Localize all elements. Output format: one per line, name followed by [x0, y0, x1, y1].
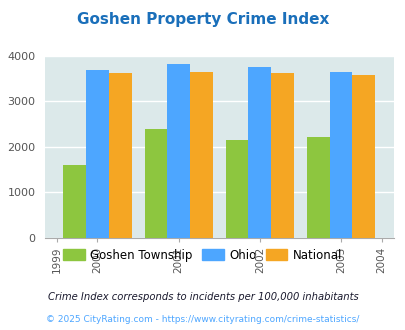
Bar [329, 72, 352, 238]
Bar [225, 140, 248, 238]
Bar [109, 73, 131, 238]
Text: © 2025 CityRating.com - https://www.cityrating.com/crime-statistics/: © 2025 CityRating.com - https://www.city… [46, 315, 359, 324]
Text: Crime Index corresponds to incidents per 100,000 inhabitants: Crime Index corresponds to incidents per… [47, 292, 358, 302]
Bar [271, 73, 293, 238]
Bar [352, 75, 374, 238]
Bar [63, 165, 86, 238]
Bar [306, 137, 329, 238]
Legend: Goshen Township, Ohio, National: Goshen Township, Ohio, National [58, 244, 347, 266]
Text: Goshen Property Crime Index: Goshen Property Crime Index [77, 12, 328, 26]
Bar [190, 72, 212, 238]
Bar [248, 67, 271, 238]
Bar [86, 70, 109, 238]
Bar [144, 129, 167, 238]
Bar [167, 64, 190, 238]
